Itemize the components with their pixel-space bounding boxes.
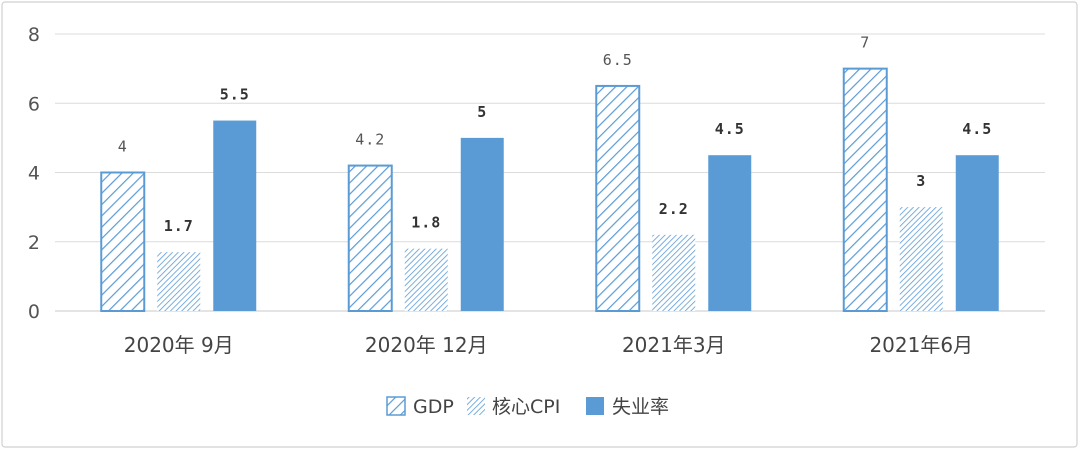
data-label: 1.7 xyxy=(164,217,194,235)
data-label: 4.2 xyxy=(355,131,385,149)
legend-swatch xyxy=(586,397,604,415)
bar-solid xyxy=(213,120,257,311)
data-label: 4.5 xyxy=(715,120,745,138)
y-tick-label: 2 xyxy=(28,232,40,254)
legend-swatch xyxy=(467,397,485,415)
x-category-label: 2021年3月 xyxy=(622,333,726,357)
bar-solid xyxy=(708,155,752,311)
y-tick-label: 8 xyxy=(28,24,40,46)
legend-label: 失业率 xyxy=(612,396,669,418)
data-label: 3 xyxy=(916,172,926,190)
bar-hatch-wide xyxy=(347,164,393,312)
x-category-label: 2020年 12月 xyxy=(365,333,488,357)
bar-hatch-fine xyxy=(652,234,696,311)
bar-hatch-fine xyxy=(899,207,943,311)
legend-label: GDP xyxy=(413,396,454,418)
bar-hatch-fine xyxy=(157,252,201,311)
x-category-label: 2020年 9月 xyxy=(124,333,234,357)
bar-hatch-wide xyxy=(842,67,888,312)
data-label: 5 xyxy=(477,103,487,121)
bar-solid xyxy=(460,137,504,311)
legend-label: 核心CPI xyxy=(492,396,560,418)
data-label: 1.8 xyxy=(411,214,441,232)
data-label: 4.5 xyxy=(962,120,992,138)
data-label: 5.5 xyxy=(220,86,250,104)
y-tick-label: 4 xyxy=(28,163,40,185)
data-label: 4 xyxy=(118,138,128,156)
bar-hatch-wide xyxy=(595,84,641,312)
data-label: 7 xyxy=(860,34,870,52)
bar-hatch-wide xyxy=(100,171,146,312)
bar-solid xyxy=(955,155,999,311)
bar-hatch-fine xyxy=(404,248,448,311)
y-tick-label: 0 xyxy=(28,301,40,323)
x-category-label: 2021年6月 xyxy=(869,333,973,357)
y-tick-label: 6 xyxy=(28,93,40,115)
legend-swatch xyxy=(386,396,406,416)
data-label: 6.5 xyxy=(603,51,633,69)
data-label: 2.2 xyxy=(659,200,689,218)
